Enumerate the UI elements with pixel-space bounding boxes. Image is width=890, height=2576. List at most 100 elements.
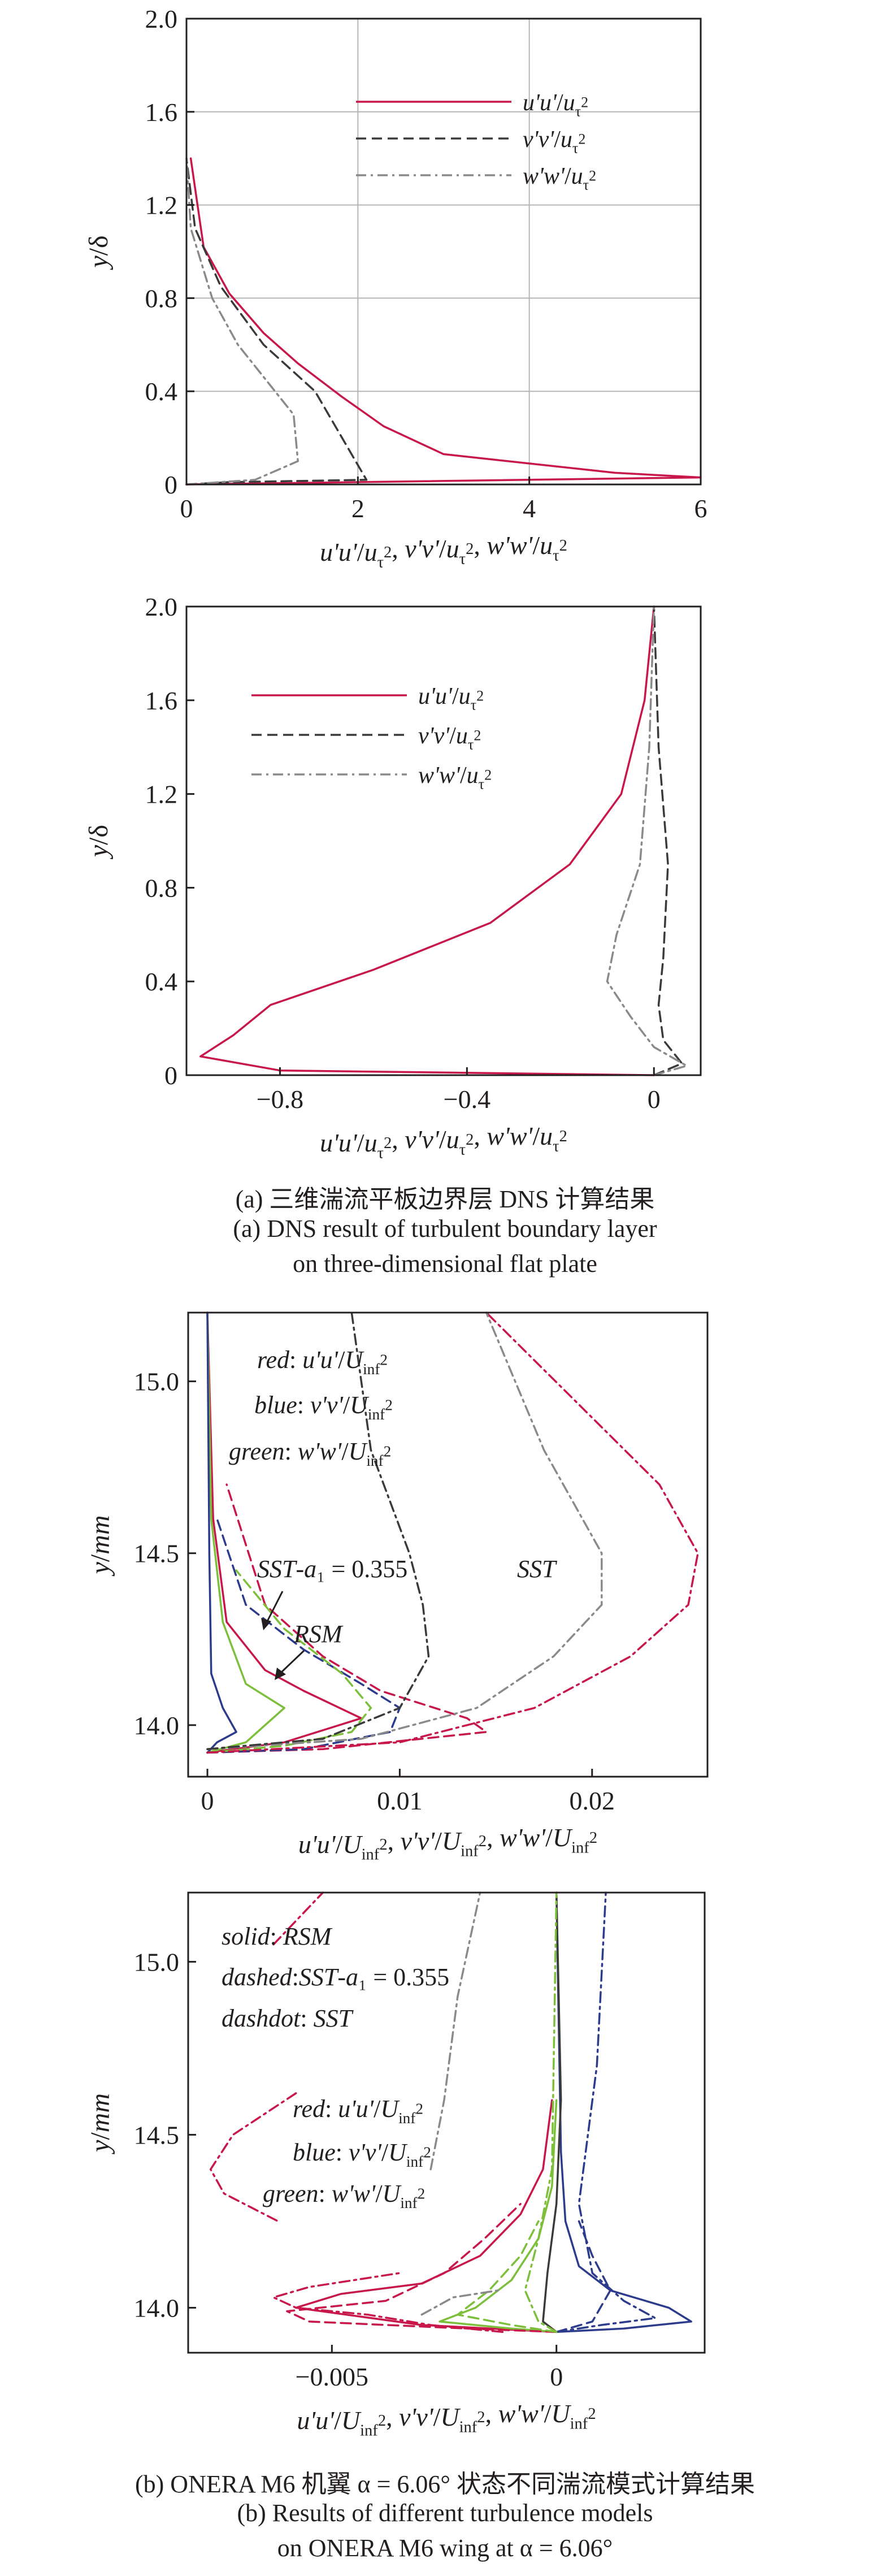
caption-b-english-line1: (b) Results of different turbulence mode…	[237, 2499, 653, 2527]
annotation-6: RSM	[293, 1620, 344, 1648]
series-line-dashdot-grey	[185, 157, 299, 486]
y-tick-label: 2.0	[145, 5, 178, 33]
legend-panel-1: u'u'/uτ2 v'v'/uτ2 w'w'/uτ2	[356, 90, 596, 193]
caption-b-english-line2: on ONERA M6 wing at α = 6.06°	[277, 2534, 613, 2562]
y-axis-label: y/mm	[85, 1516, 115, 1577]
x-tick-label: 0	[648, 1085, 661, 1114]
series-line-dashed-blue	[555, 2220, 611, 2333]
annotations-panel-3: red: u'u'/Uinf2 blue: v'v'/Uinf2 green: w'…	[229, 1346, 558, 1680]
series-line-solid-red	[185, 157, 702, 486]
annotation-2: dashed:SST-a₁ = 0.355	[222, 1963, 449, 1991]
annotation-arrowhead-sst	[261, 1618, 271, 1630]
series-line-dashdot-grey	[206, 1311, 603, 1751]
y-tick-label: 0.8	[145, 873, 178, 902]
annotations-panel-4: solid: RSM dashed:SST-a₁ = 0.355 dashdot: …	[222, 1923, 449, 2211]
legend-label-2: v'v'/uτ2	[523, 127, 585, 157]
plot-frame	[185, 605, 702, 1076]
plot-frame	[187, 1891, 706, 2354]
chart-panel-4: −0.005 0 14.0 14.5 15.0 u'u'/Uinf2, v'v'/Uinf…	[85, 1891, 706, 2440]
y-tick-label: 0.8	[145, 284, 178, 313]
x-tick-label: −0.8	[257, 1085, 303, 1114]
y-axis-label: y/δ	[84, 235, 114, 270]
series-line-dashdot-green	[524, 1891, 558, 2333]
annotation-1: solid: RSM	[222, 1923, 333, 1950]
legend-label-3: w'w'/uτ2	[523, 163, 596, 193]
series-line-dashed-green	[457, 2220, 558, 2333]
x-tick-label: 6	[694, 494, 707, 523]
legend-label-3: w'w'/uτ2	[418, 763, 492, 793]
series-line-dashed-red	[206, 1483, 488, 1754]
series-line-solid-blue	[555, 1891, 692, 2333]
legend-panel-2: u'u'/uτ2 v'v'/uτ2 w'w'/uτ2	[251, 683, 492, 793]
series-line-dashdot-red	[209, 2092, 297, 2223]
x-axis-label: u'u'/uτ2, v'v'/uτ2, w'w'/uτ2	[320, 531, 567, 571]
y-tick-label: 15.0	[134, 1367, 180, 1396]
caption-b-chinese: (b) ONERA M6 机翼 α = 6.06° 状态不同湍流模式计算结果	[134, 2470, 755, 2498]
y-tick-label: 1.2	[145, 191, 178, 220]
caption-a-chinese: (a) 三维湍流平板边界层 DNS 计算结果	[235, 1185, 655, 1213]
x-tick-label: −0.4	[444, 1085, 490, 1114]
series-line-dashed-green	[206, 1569, 372, 1754]
y-tick-label: 0	[164, 470, 177, 499]
y-tick-label: 15.0	[134, 1947, 180, 1976]
y-axis-label: y/δ	[84, 825, 114, 860]
annotation-4: red: u'u'/Uinf2	[293, 2095, 423, 2127]
series-line-solid-red	[294, 2099, 558, 2333]
plot-frame	[185, 18, 702, 486]
x-axis-label: u'u'/Uinf2, v'v'/Uinf2, w'w'/Uinf2	[297, 2399, 596, 2439]
series-line-dashdot-dark	[206, 1311, 430, 1751]
y-tick-label: 0.4	[145, 377, 178, 406]
series-line-dashed-dark	[653, 605, 683, 1076]
series-line-dashed-dark	[185, 157, 368, 486]
annotation-3: dashdot: SST	[222, 2004, 354, 2032]
x-tick-label: 0.01	[377, 1786, 423, 1815]
series-line-dashdot-grey	[606, 605, 688, 1076]
chart-panel-3: 0 0.01 0.02 14.0 14.5 15.0 u'u'/Uinf2, v'v'/Ui…	[85, 1311, 709, 1864]
chart-panel-2: −0.8 −0.4 0 0 0.4 0.8 1.2 1.6 2.0 u'u'/uτ2, v'v'/…	[84, 592, 702, 1162]
annotation-4: SST-a₁ = 0.355	[257, 1555, 407, 1583]
y-tick-label: 1.2	[145, 780, 178, 809]
x-tick-label: 0	[201, 1786, 214, 1815]
series-line-solid-red	[206, 1311, 363, 1754]
annotation-arrow-sst	[266, 1591, 284, 1623]
series-line-dashdot-blue	[555, 1891, 657, 2333]
series-line-dashdot-red	[272, 2272, 504, 2333]
chart-panel-1: 0 2 4 6 0 0.4 0.8 1.2 1.6 2.0 u'u'/uτ2, v'v'/uτ2, …	[84, 5, 707, 572]
y-tick-label: 14.0	[134, 1711, 180, 1740]
series-line-solid-red	[199, 605, 655, 1076]
legend-label-1: u'u'/uτ2	[418, 683, 484, 713]
legend-label-1: u'u'/uτ2	[523, 90, 588, 120]
series-line-dashed-red	[286, 2203, 558, 2333]
x-tick-label: −0.005	[296, 2362, 368, 2391]
x-tick-label: 2	[351, 494, 364, 523]
caption-a-english-line2: on three-dimensional flat plate	[293, 1250, 597, 1278]
series-line-dashdot-red	[272, 1891, 324, 1946]
legend-label-2: v'v'/uτ2	[418, 723, 481, 753]
annotation-3: green: w'w'/Uinf2	[229, 1438, 391, 1469]
x-tick-label: 0	[550, 2362, 563, 2391]
y-tick-label: 0.4	[145, 967, 178, 996]
y-tick-label: 1.6	[145, 686, 178, 715]
series-line-solid-dark	[542, 1891, 562, 2333]
series-line-solid-green	[206, 1311, 285, 1754]
annotation-arrowhead-rsm	[275, 1668, 286, 1680]
annotation-5: SST	[517, 1555, 558, 1583]
y-tick-label: 2.0	[145, 592, 178, 621]
series-line-solid-green	[439, 2099, 558, 2333]
caption-a-english-line1: (a) DNS result of turbulent boundary lay…	[233, 1215, 657, 1242]
annotation-6: green: w'w'/Uinf2	[263, 2180, 425, 2211]
x-tick-label: 4	[523, 494, 536, 523]
y-tick-label: 1.6	[145, 98, 178, 127]
series-line-solid-blue	[206, 1311, 237, 1754]
annotation-5: blue: v'v'/Uinf2	[293, 2138, 431, 2170]
plot-frame	[187, 1311, 709, 1778]
y-tick-label: 14.0	[134, 2293, 180, 2322]
series-line-dashdot-grey	[420, 2289, 500, 2316]
x-tick-label: 0	[180, 494, 193, 523]
series-line-dashdot-red	[206, 1311, 699, 1754]
series-line-dashdot-grey	[429, 1891, 481, 2171]
annotation-arrow-rsm	[279, 1649, 305, 1674]
y-axis-label: y/mm	[85, 2093, 115, 2155]
x-tick-label: 0.02	[570, 1786, 615, 1815]
